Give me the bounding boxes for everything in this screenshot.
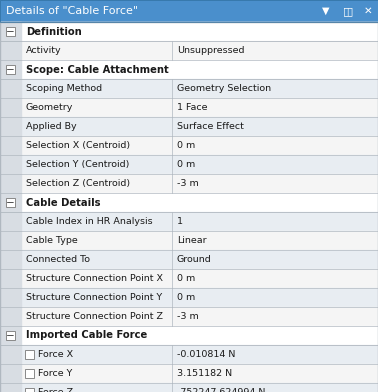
Bar [0, 79, 378, 98]
Bar [0, 212, 21, 231]
Bar [0, 326, 378, 345]
Text: −: − [6, 27, 15, 36]
Text: Force X: Force X [38, 350, 73, 359]
Text: ◫: ◫ [343, 6, 353, 16]
Text: 0 m: 0 m [177, 293, 195, 302]
Bar [0, 364, 378, 383]
Text: Structure Connection Point X: Structure Connection Point X [26, 274, 163, 283]
Bar [0, 345, 21, 364]
Text: Scope: Cable Attachment: Scope: Cable Attachment [26, 65, 169, 74]
Bar [0, 155, 21, 174]
Bar [0, 41, 378, 60]
Bar [0, 193, 378, 212]
Bar [0, 231, 21, 250]
Text: -0.010814 N: -0.010814 N [177, 350, 235, 359]
Text: 0 m: 0 m [177, 160, 195, 169]
Text: Activity: Activity [26, 46, 61, 55]
Text: Cable Type: Cable Type [26, 236, 77, 245]
Bar [0, 193, 21, 212]
Bar [0, 174, 21, 193]
Text: Connected To: Connected To [26, 255, 90, 264]
Text: Definition: Definition [26, 27, 82, 36]
Text: Structure Connection Point Z: Structure Connection Point Z [26, 312, 163, 321]
Bar [6, 198, 15, 207]
Bar [25, 350, 34, 359]
Bar [0, 60, 21, 79]
Bar [0, 269, 21, 288]
Bar [0, 288, 378, 307]
Bar [25, 369, 34, 378]
Bar [0, 345, 378, 364]
Bar [0, 0, 378, 22]
Bar [0, 231, 378, 250]
Bar [0, 136, 21, 155]
Text: 1 Face: 1 Face [177, 103, 208, 112]
Bar [0, 136, 378, 155]
Text: Force Y: Force Y [38, 369, 72, 378]
Bar [0, 98, 21, 117]
Bar [0, 307, 21, 326]
Bar [0, 22, 378, 41]
Text: -752247.624994 N: -752247.624994 N [177, 388, 265, 392]
Text: Geometry Selection: Geometry Selection [177, 84, 271, 93]
Text: Geometry: Geometry [26, 103, 73, 112]
Bar [0, 383, 21, 392]
Text: 0 m: 0 m [177, 141, 195, 150]
Text: Selection X (Centroid): Selection X (Centroid) [26, 141, 130, 150]
Bar [0, 79, 21, 98]
Bar [0, 250, 21, 269]
Text: Force Z: Force Z [38, 388, 73, 392]
Text: Details of "Cable Force": Details of "Cable Force" [6, 6, 138, 16]
Bar [0, 364, 21, 383]
Text: Imported Cable Force: Imported Cable Force [26, 330, 147, 341]
Text: Cable Details: Cable Details [26, 198, 100, 207]
Text: Unsuppressed: Unsuppressed [177, 46, 245, 55]
Text: -3 m: -3 m [177, 312, 199, 321]
Text: Selection Z (Centroid): Selection Z (Centroid) [26, 179, 130, 188]
Bar [25, 388, 34, 392]
Bar [0, 269, 378, 288]
Text: −: − [6, 65, 15, 74]
Text: −: − [6, 330, 15, 341]
Bar [0, 307, 378, 326]
Text: Linear: Linear [177, 236, 207, 245]
Bar [0, 117, 378, 136]
Bar [0, 155, 378, 174]
Bar [0, 174, 378, 193]
Text: −: − [6, 198, 15, 207]
Bar [0, 212, 378, 231]
Text: -3 m: -3 m [177, 179, 199, 188]
Bar [0, 60, 378, 79]
Text: Surface Effect: Surface Effect [177, 122, 244, 131]
Text: Scoping Method: Scoping Method [26, 84, 102, 93]
Text: 3.151182 N: 3.151182 N [177, 369, 232, 378]
Bar [0, 250, 378, 269]
Bar [6, 331, 15, 340]
Text: Selection Y (Centroid): Selection Y (Centroid) [26, 160, 129, 169]
Text: Ground: Ground [177, 255, 212, 264]
Text: Applied By: Applied By [26, 122, 76, 131]
Text: 0 m: 0 m [177, 274, 195, 283]
Bar [0, 383, 378, 392]
Bar [6, 65, 15, 74]
Bar [0, 0, 378, 22]
Text: ▼: ▼ [322, 6, 330, 16]
Bar [0, 117, 21, 136]
Bar [6, 27, 15, 36]
Bar [0, 326, 21, 345]
Text: Structure Connection Point Y: Structure Connection Point Y [26, 293, 162, 302]
Bar [0, 22, 21, 41]
Text: ✕: ✕ [364, 6, 372, 16]
Text: 1: 1 [177, 217, 183, 226]
Bar [0, 41, 21, 60]
Bar [0, 98, 378, 117]
Text: Cable Index in HR Analysis: Cable Index in HR Analysis [26, 217, 152, 226]
Bar [0, 288, 21, 307]
